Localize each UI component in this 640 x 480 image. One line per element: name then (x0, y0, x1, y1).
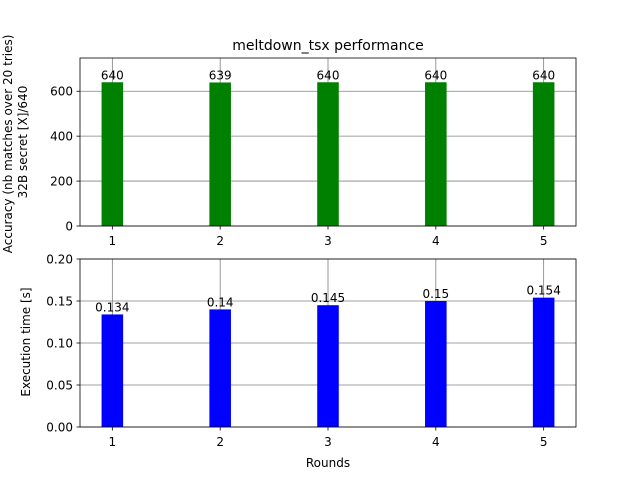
bar (209, 309, 231, 427)
bar (532, 297, 555, 427)
bar (317, 82, 339, 226)
y-tick-label: 0.00 (46, 421, 73, 435)
top-y-axis-label-line-1: Accuracy (nb matches over 20 tries) (1, 35, 15, 254)
x-tick-label: 3 (324, 234, 332, 248)
bar-value-label: 0.145 (311, 291, 345, 305)
bar (101, 314, 124, 427)
accuracy-panel: 640 639 640 640 640 0 200 400 600 1 2 3 4 5 (50, 57, 577, 248)
y-tick-label: 0.15 (46, 295, 73, 309)
x-axis-label: Rounds (306, 456, 350, 470)
y-tick-label: 0 (65, 220, 73, 234)
bar-value-label: 639 (209, 68, 232, 82)
x-tick-label: 3 (324, 435, 332, 449)
x-tick-label: 4 (432, 234, 440, 248)
bar (101, 82, 124, 226)
y-tick-label: 0.20 (46, 253, 73, 267)
y-tick-label: 200 (50, 175, 73, 189)
bar-value-label: 640 (101, 68, 124, 82)
top-y-axis-label-line-2: 32B secret [X]/640 (16, 86, 30, 199)
x-tick-label: 4 (432, 435, 440, 449)
bar-value-label: 0.134 (95, 300, 129, 314)
bar-value-label: 640 (424, 68, 447, 82)
x-tick-label: 2 (216, 234, 224, 248)
bottom-y-axis-label: Execution time [s] (19, 287, 33, 396)
top-y-axis-label: Accuracy (nb matches over 20 tries) 32B … (1, 31, 30, 254)
y-tick-label: 400 (50, 130, 73, 144)
execution-time-panel: 0.134 0.14 0.145 0.15 0.154 0.00 0.05 0.10 0.15 0… (46, 253, 577, 449)
bar (425, 301, 447, 427)
x-tick-label: 2 (216, 435, 224, 449)
chart-title: meltdown_tsx performance (232, 38, 424, 54)
x-tick-label: 1 (109, 435, 117, 449)
x-tick-label: 1 (109, 234, 117, 248)
bar-value-label: 0.154 (526, 284, 560, 298)
x-tick-label: 5 (540, 234, 548, 248)
bar-value-label: 0.14 (207, 295, 234, 309)
bar (425, 82, 447, 226)
bar-value-label: 640 (317, 68, 340, 82)
x-tick-label: 5 (540, 435, 548, 449)
y-tick-label: 0.10 (46, 337, 73, 351)
y-tick-label: 600 (50, 85, 73, 99)
bar-value-label: 640 (532, 68, 555, 82)
y-tick-label: 0.05 (46, 379, 73, 393)
bar (209, 82, 231, 226)
bar (532, 82, 555, 226)
bar-value-label: 0.15 (422, 287, 449, 301)
bar (317, 305, 339, 427)
